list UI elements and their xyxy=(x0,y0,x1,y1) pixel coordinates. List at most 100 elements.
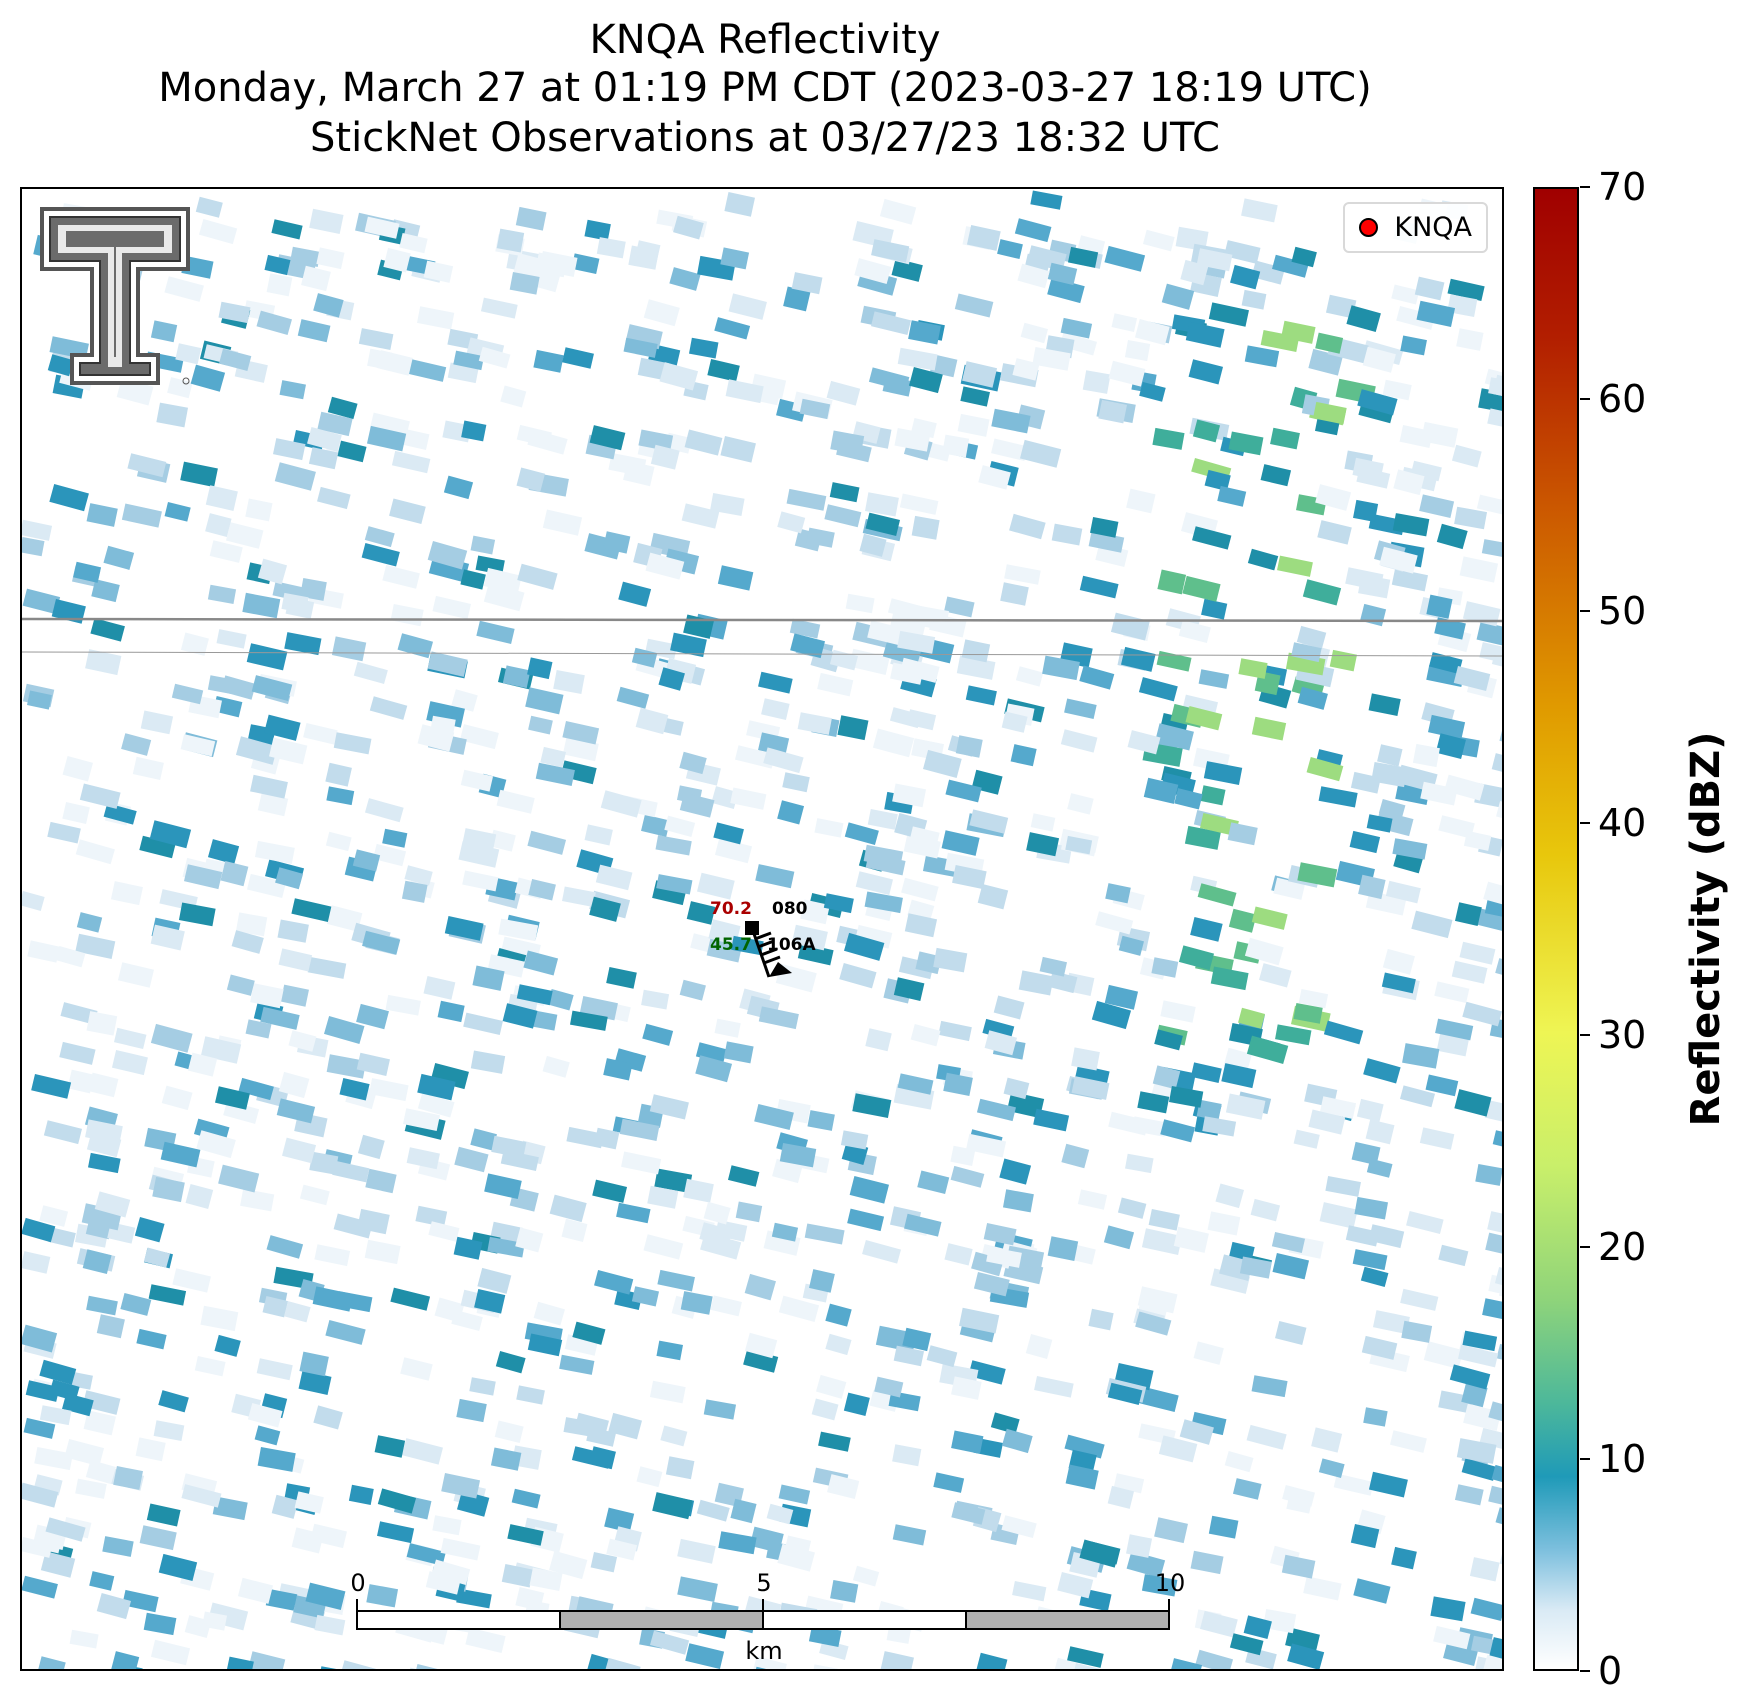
reflectivity-pixel xyxy=(983,1223,1017,1246)
reflectivity-pixel xyxy=(1392,838,1428,860)
reflectivity-pixel xyxy=(867,809,898,830)
reflectivity-pixel xyxy=(423,976,456,1000)
reflectivity-pixel xyxy=(91,579,120,603)
reflectivity-pixel xyxy=(314,1614,346,1636)
reflectivity-pixel xyxy=(283,1301,311,1323)
reflectivity-pixel xyxy=(153,1420,185,1441)
reflectivity-pixel xyxy=(1160,1000,1196,1023)
reflectivity-pixel xyxy=(86,1295,118,1316)
reflectivity-pixel xyxy=(909,826,940,847)
reflectivity-pixel xyxy=(216,629,247,649)
reflectivity-pixel xyxy=(1190,917,1223,942)
reflectivity-pixel xyxy=(135,1437,166,1462)
reflectivity-pixel xyxy=(307,427,342,452)
reflectivity-pixel xyxy=(943,1072,973,1096)
reflectivity-pixel xyxy=(1392,513,1430,537)
reflectivity-pixel xyxy=(933,947,968,973)
reflectivity-pixel xyxy=(477,1267,512,1294)
reflectivity-pixel xyxy=(382,828,408,848)
reflectivity-pixel xyxy=(815,1374,847,1399)
reflectivity-pixel xyxy=(1217,485,1247,507)
reflectivity-pixel xyxy=(1002,1189,1034,1213)
reflectivity-pixel xyxy=(1462,1001,1502,1027)
reflectivity-pixel xyxy=(1082,370,1111,394)
reflectivity-pixel xyxy=(1079,665,1115,690)
reflectivity-pixel xyxy=(1143,777,1179,804)
reflectivity-pixel xyxy=(1381,972,1416,994)
reflectivity-pixel xyxy=(462,870,499,892)
reflectivity-pixel xyxy=(339,1078,370,1101)
reflectivity-pixel xyxy=(993,995,1025,1020)
reflectivity-pixel xyxy=(1018,970,1054,996)
reflectivity-pixel xyxy=(218,301,251,324)
reflectivity-pixel xyxy=(1208,1515,1239,1539)
reflectivity-pixel xyxy=(1298,989,1329,1009)
reflectivity-pixel xyxy=(752,1656,787,1669)
reflectivity-pixel xyxy=(623,337,658,358)
reflectivity-pixel xyxy=(1091,1000,1132,1030)
reflectivity-pixel xyxy=(75,1478,107,1499)
reflectivity-pixel xyxy=(837,715,869,741)
reflectivity-pixel xyxy=(1306,756,1344,782)
reflectivity-pixel xyxy=(382,565,420,589)
reflectivity-pixel xyxy=(886,1625,911,1644)
reflectivity-pixel xyxy=(724,192,755,217)
reflectivity-pixel xyxy=(854,258,892,284)
reflectivity-pixel xyxy=(529,1567,563,1591)
reflectivity-pixel xyxy=(865,1028,892,1052)
reflectivity-pixel xyxy=(1293,1003,1323,1024)
reflectivity-pixel xyxy=(1323,1020,1364,1045)
reflectivity-pixel xyxy=(480,297,518,319)
reflectivity-pixel xyxy=(156,402,189,428)
reflectivity-pixel xyxy=(826,380,861,406)
reflectivity-pixel xyxy=(1095,911,1134,935)
reflectivity-pixel xyxy=(929,613,967,638)
reflectivity-pixel xyxy=(356,1003,389,1030)
reflectivity-pixel xyxy=(22,519,53,541)
reflectivity-pixel xyxy=(1042,655,1080,681)
reflectivity-pixel xyxy=(278,1071,310,1099)
reflectivity-pixel xyxy=(333,732,372,755)
reflectivity-pixel xyxy=(703,1201,731,1225)
radar-map[interactable]: KNQA 70.2 080 45.7 106A 0 5 10 km xyxy=(20,187,1504,1671)
reflectivity-pixel xyxy=(1393,469,1425,496)
reflectivity-pixel xyxy=(603,1657,641,1669)
reflectivity-pixel xyxy=(152,1176,185,1203)
reflectivity-pixel xyxy=(113,1466,143,1490)
reflectivity-pixel xyxy=(944,596,975,618)
reflectivity-pixel xyxy=(965,685,997,706)
reflectivity-pixel xyxy=(1349,830,1381,854)
reflectivity-pixel xyxy=(451,689,478,712)
reflectivity-pixel xyxy=(977,884,1009,910)
reflectivity-pixel xyxy=(904,913,938,938)
reflectivity-pixel xyxy=(549,1550,588,1580)
reflectivity-pixel xyxy=(1173,1226,1209,1253)
scale-bar xyxy=(356,1599,1170,1630)
reflectivity-pixel xyxy=(1318,786,1358,808)
reflectivity-pixel xyxy=(1020,322,1049,344)
colorbar-tick-label: 10 xyxy=(1598,1437,1647,1481)
reflectivity-pixel xyxy=(26,690,52,710)
reflectivity-pixel xyxy=(472,965,505,991)
reflectivity-pixel xyxy=(723,1041,754,1064)
reflectivity-pixel xyxy=(778,1295,820,1322)
reflectivity-pixel xyxy=(1435,1018,1474,1041)
reflectivity-pixel xyxy=(758,671,793,694)
reflectivity-pixel xyxy=(892,1444,922,1467)
reflectivity-pixel xyxy=(1079,1539,1120,1568)
title-line-1: KNQA Reflectivity xyxy=(589,17,941,63)
reflectivity-pixel xyxy=(383,247,411,273)
reflectivity-pixel xyxy=(1260,464,1292,487)
reflectivity-pixel xyxy=(437,1000,465,1023)
reflectivity-pixel xyxy=(460,769,494,792)
reflectivity-pixel xyxy=(829,649,859,671)
reflectivity-pixel xyxy=(1067,1646,1104,1668)
reflectivity-pixel xyxy=(110,1651,140,1669)
reflectivity-pixel xyxy=(892,783,927,808)
reflectivity-pixel xyxy=(110,881,143,906)
colorbar-tick-mark xyxy=(1580,1034,1590,1036)
reflectivity-pixel xyxy=(273,438,306,461)
reflectivity-pixel xyxy=(470,1050,506,1074)
reflectivity-pixel xyxy=(1443,1640,1479,1666)
reflectivity-pixel xyxy=(305,1582,346,1610)
